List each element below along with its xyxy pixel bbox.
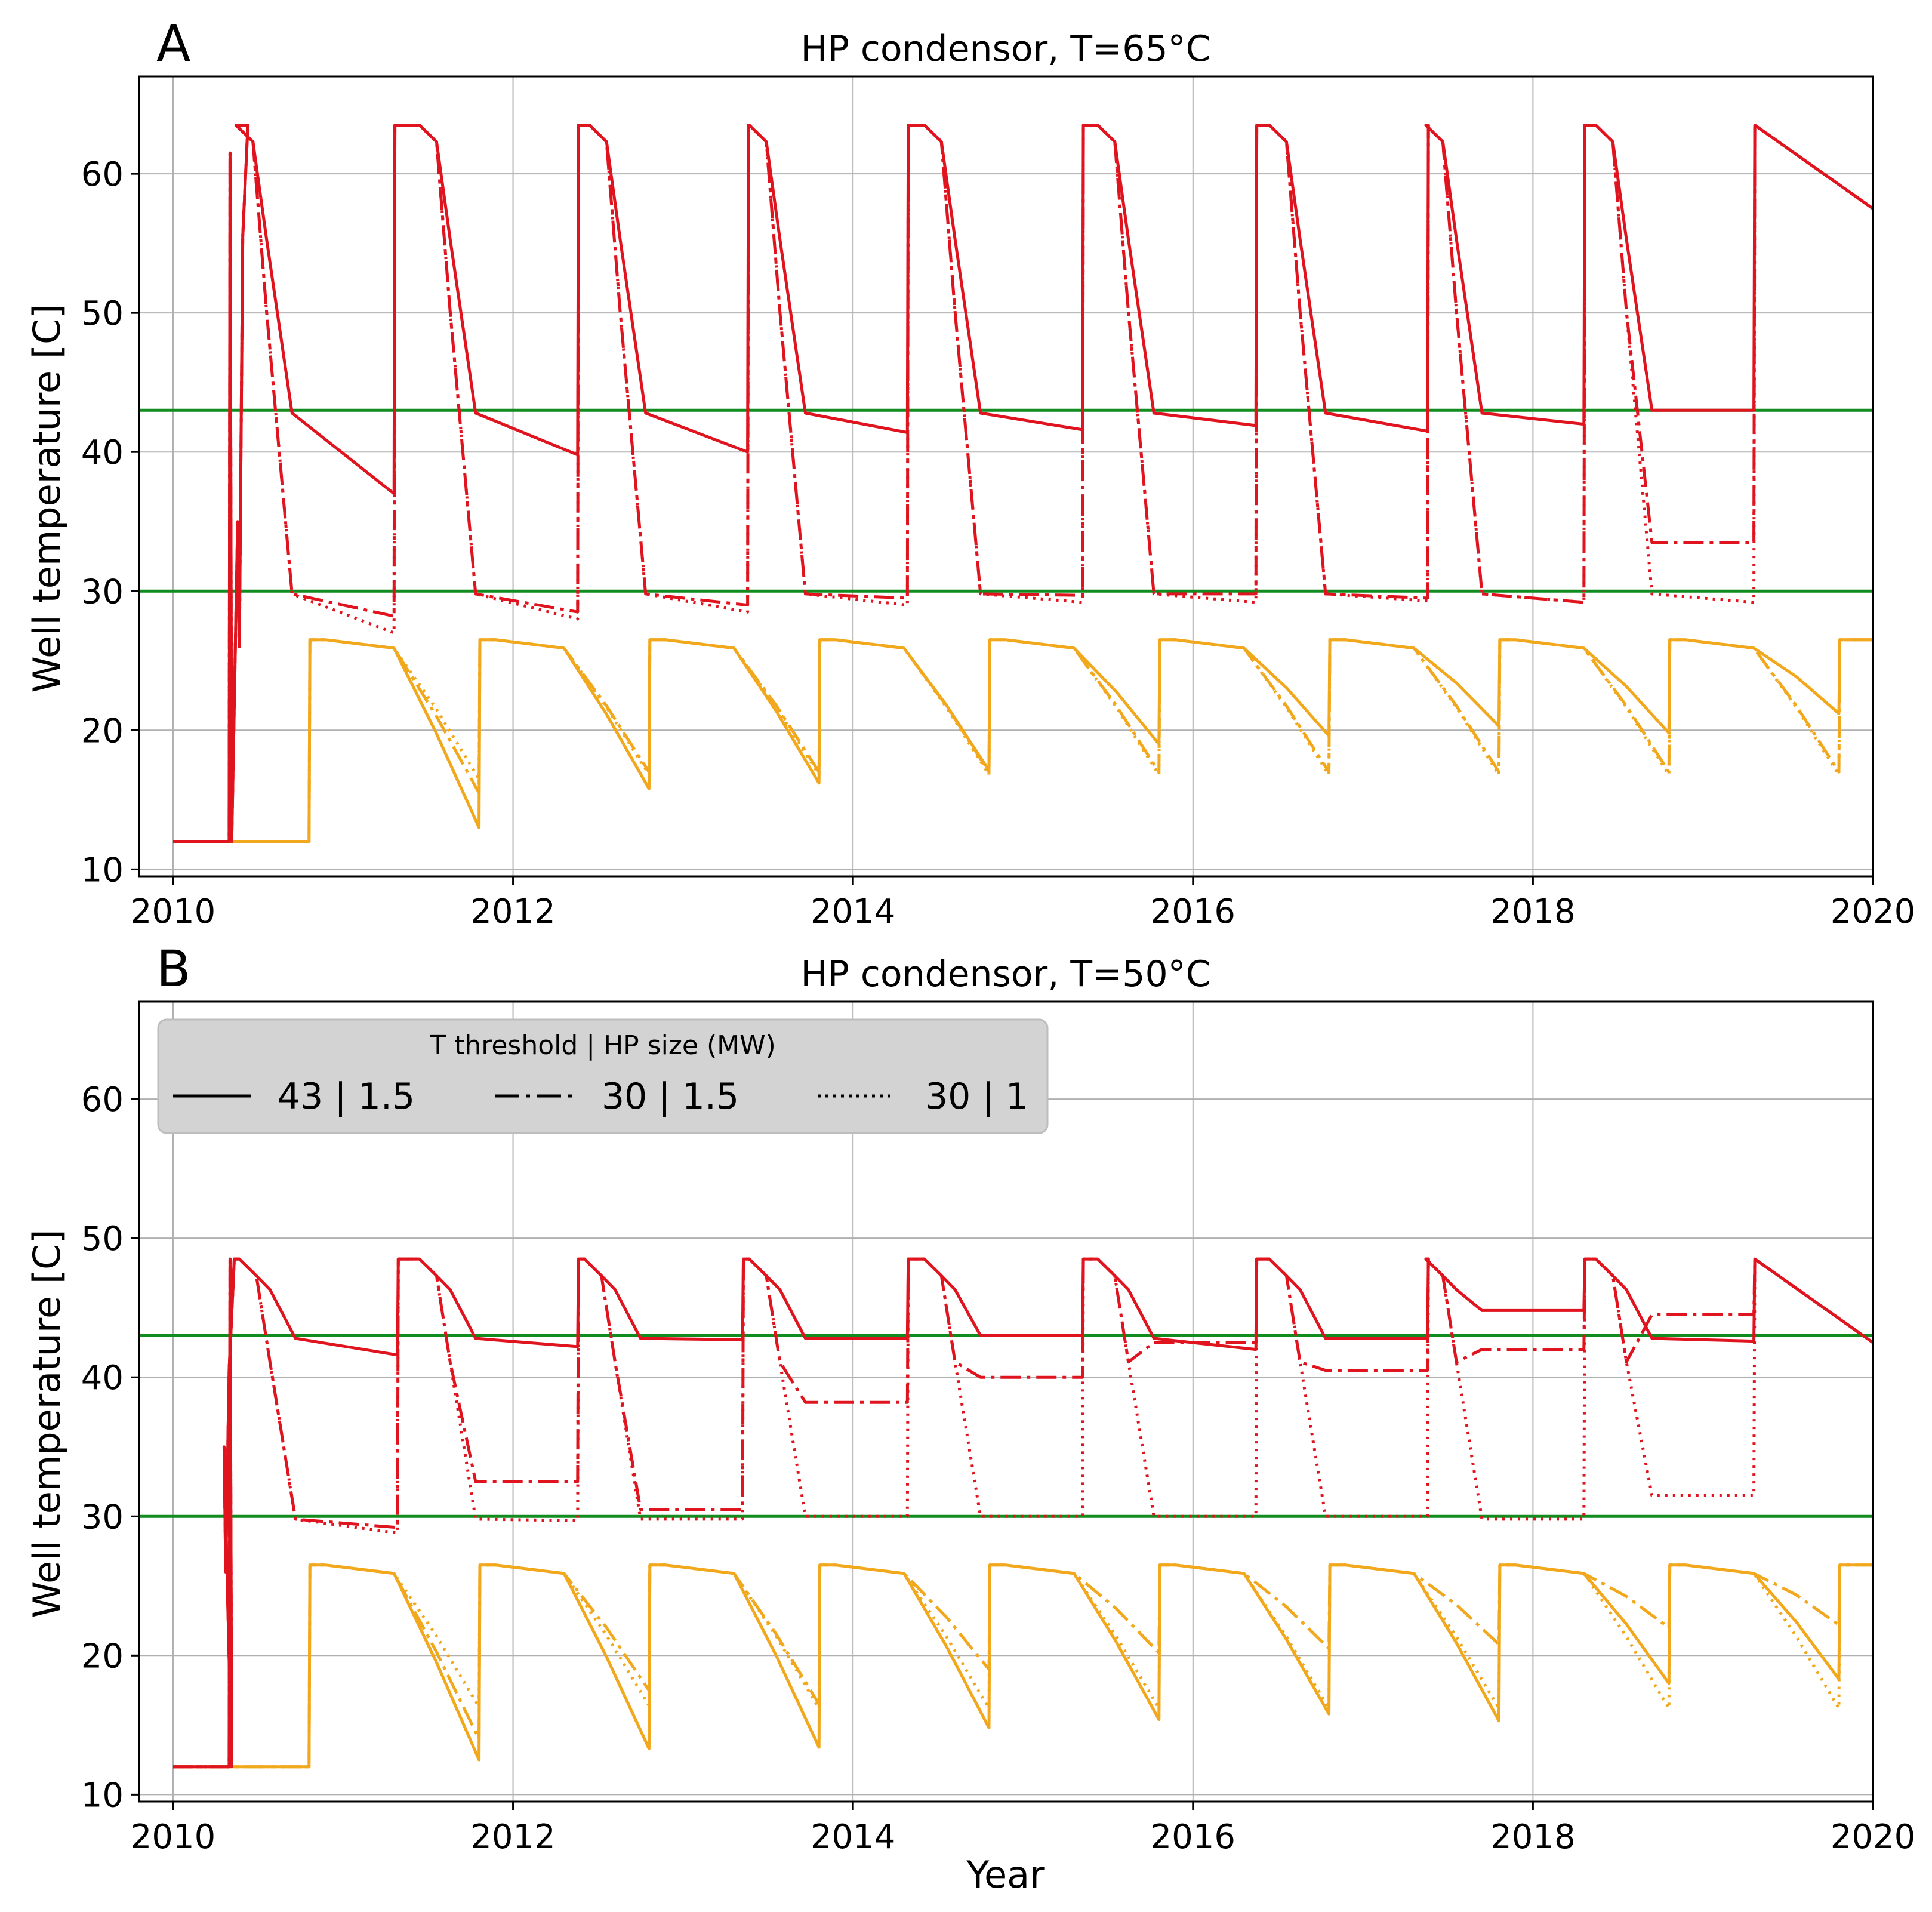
x-axis-label: Year xyxy=(966,1853,1045,1896)
y-tick-label: 20 xyxy=(81,1637,124,1676)
x-tick-label: 2018 xyxy=(1490,1818,1576,1856)
plot-frame xyxy=(138,75,1874,878)
y-tick-label: 50 xyxy=(81,1220,124,1258)
y-tick-label: 40 xyxy=(81,433,124,472)
cold-well-series-line xyxy=(173,1563,1873,1769)
legend: T threshold | HP size (MW) 43 | 1.5 30 |… xyxy=(157,1018,1049,1134)
series-group xyxy=(139,124,1873,843)
y-tick-label: 10 xyxy=(81,1776,124,1815)
panel-b-title: HP condensor, T=50°C xyxy=(800,953,1210,995)
y-tick-label: 20 xyxy=(81,712,124,750)
y-tick-label: 40 xyxy=(81,1359,124,1397)
x-tick-label: 2016 xyxy=(1151,892,1236,931)
x-tick-label: 2010 xyxy=(131,1818,216,1856)
x-tick-label: 2016 xyxy=(1151,1818,1236,1856)
series-group xyxy=(139,1257,1873,1769)
panel-a: A HP condensor, T=65°C Well temperature … xyxy=(25,14,1915,931)
cold-well-series-line xyxy=(173,638,1873,843)
x-tick-label: 2014 xyxy=(811,892,896,931)
panel-b-y-axis-label: Well temperature [C] xyxy=(25,1229,69,1618)
panel-a-letter: A xyxy=(156,14,190,73)
x-tick-label: 2014 xyxy=(811,1818,896,1856)
panel-a-title: HP condensor, T=65°C xyxy=(800,28,1210,70)
plot-frame xyxy=(138,1000,1874,1803)
y-tick-label: 60 xyxy=(81,1080,124,1119)
y-tick-label: 10 xyxy=(81,851,124,889)
y-tick-label: 30 xyxy=(81,1498,124,1537)
hot-well-series-line xyxy=(173,124,1873,843)
x-tick-label: 2020 xyxy=(1831,892,1916,931)
panel-b: B HP condensor, T=50°C Well temperature … xyxy=(25,940,1915,1896)
legend-label: 30 | 1 xyxy=(925,1076,1028,1117)
x-tick-label: 2020 xyxy=(1831,1818,1916,1856)
plot-area xyxy=(131,1000,1874,1810)
panel-b-letter: B xyxy=(156,940,191,998)
cold-well-series-line xyxy=(173,1563,1873,1769)
cold-well-series-line xyxy=(173,638,1873,843)
x-tick-label: 2018 xyxy=(1490,892,1576,931)
x-tick-label: 2010 xyxy=(131,892,216,931)
y-tick-label: 60 xyxy=(81,155,124,194)
panel-a-y-tick-labels: 10 20 30 40 50 60 xyxy=(81,155,124,889)
legend-box xyxy=(157,1018,1049,1134)
y-tick-label: 50 xyxy=(81,294,124,333)
panel-a-x-tick-labels: 2010 2012 2014 2016 2018 2020 xyxy=(131,892,1916,931)
panel-b-x-tick-labels: 2010 2012 2014 2016 2018 2020 xyxy=(131,1818,1916,1856)
cold-well-series-line xyxy=(173,638,1873,843)
panel-b-y-tick-labels: 10 20 30 40 50 60 xyxy=(81,1080,124,1815)
hot-well-series-line xyxy=(173,124,1873,843)
panel-a-y-axis-label: Well temperature [C] xyxy=(25,304,69,692)
legend-label: 43 | 1.5 xyxy=(278,1076,415,1117)
hot-well-series-line xyxy=(173,1257,1873,1769)
plot-area xyxy=(131,75,1874,885)
y-tick-label: 30 xyxy=(81,572,124,611)
x-tick-label: 2012 xyxy=(470,892,556,931)
hot-well-series-line xyxy=(173,124,1873,843)
x-tick-label: 2012 xyxy=(470,1818,556,1856)
legend-title: T threshold | HP size (MW) xyxy=(429,1030,776,1061)
cold-well-series-line xyxy=(173,1563,1873,1769)
legend-label: 30 | 1.5 xyxy=(602,1076,739,1117)
